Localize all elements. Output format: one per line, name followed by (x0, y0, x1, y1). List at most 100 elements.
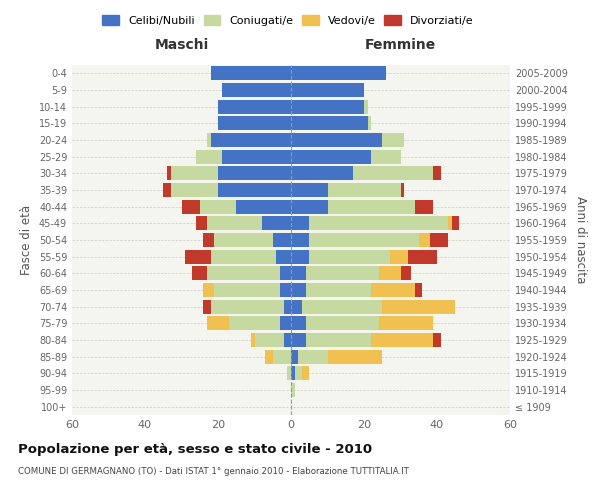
Bar (262, 216, 291, 230)
Bar (364, 100, 368, 114)
Bar (284, 300, 291, 314)
Bar (291, 233, 309, 247)
Bar (379, 266, 401, 280)
Bar (291, 166, 353, 180)
Bar (291, 366, 295, 380)
Bar (170, 183, 218, 197)
Bar (291, 66, 386, 80)
Bar (379, 316, 433, 330)
Bar (203, 283, 214, 297)
Bar (291, 333, 305, 347)
Bar (302, 300, 382, 314)
Bar (415, 283, 422, 297)
Bar (291, 150, 371, 164)
Bar (280, 316, 291, 330)
Bar (433, 166, 440, 180)
Bar (328, 183, 401, 197)
Bar (368, 116, 371, 130)
Bar (430, 233, 448, 247)
Bar (309, 216, 448, 230)
Bar (200, 200, 236, 214)
Bar (408, 250, 437, 264)
Bar (291, 383, 295, 397)
Bar (170, 166, 218, 180)
Bar (207, 133, 211, 147)
Bar (273, 233, 291, 247)
Bar (163, 183, 170, 197)
Bar (371, 150, 401, 164)
Bar (214, 283, 280, 297)
Bar (221, 150, 291, 164)
Bar (291, 350, 298, 364)
Bar (295, 366, 302, 380)
Bar (305, 283, 371, 297)
Bar (218, 166, 291, 180)
Bar (277, 250, 291, 264)
Bar (448, 216, 452, 230)
Bar (203, 300, 211, 314)
Bar (182, 200, 200, 214)
Text: Femmine: Femmine (365, 38, 436, 52)
Y-axis label: Anni di nascita: Anni di nascita (574, 196, 587, 284)
Bar (371, 333, 433, 347)
Text: Popolazione per età, sesso e stato civile - 2010: Popolazione per età, sesso e stato civil… (18, 442, 372, 456)
Bar (433, 333, 440, 347)
Bar (214, 233, 273, 247)
Bar (218, 100, 291, 114)
Bar (251, 333, 254, 347)
Legend: Celibi/Nubili, Coniugati/e, Vedovi/e, Divorziati/e: Celibi/Nubili, Coniugati/e, Vedovi/e, Di… (98, 10, 478, 30)
Text: Maschi: Maschi (154, 38, 209, 52)
Bar (207, 216, 262, 230)
Bar (185, 250, 211, 264)
Bar (211, 66, 291, 80)
Bar (328, 350, 382, 364)
Bar (291, 266, 305, 280)
Bar (218, 183, 291, 197)
Bar (291, 133, 382, 147)
Bar (291, 83, 364, 97)
Bar (298, 350, 328, 364)
Bar (305, 333, 371, 347)
Bar (291, 116, 368, 130)
Y-axis label: Fasce di età: Fasce di età (20, 205, 33, 275)
Bar (211, 250, 277, 264)
Bar (287, 366, 291, 380)
Bar (196, 150, 221, 164)
Bar (273, 350, 291, 364)
Bar (305, 316, 379, 330)
Bar (167, 166, 170, 180)
Bar (291, 100, 364, 114)
Bar (353, 166, 433, 180)
Bar (401, 183, 404, 197)
Bar (382, 300, 455, 314)
Bar (280, 266, 291, 280)
Bar (328, 200, 415, 214)
Bar (291, 216, 309, 230)
Bar (218, 116, 291, 130)
Bar (291, 250, 309, 264)
Bar (415, 200, 433, 214)
Bar (419, 233, 430, 247)
Bar (291, 200, 328, 214)
Bar (254, 333, 284, 347)
Text: COMUNE DI GERMAGNANO (TO) - Dati ISTAT 1° gennaio 2010 - Elaborazione TUTTITALIA: COMUNE DI GERMAGNANO (TO) - Dati ISTAT 1… (18, 468, 409, 476)
Bar (305, 266, 379, 280)
Bar (291, 300, 302, 314)
Bar (309, 250, 389, 264)
Bar (211, 133, 291, 147)
Bar (229, 316, 280, 330)
Bar (284, 333, 291, 347)
Bar (196, 216, 207, 230)
Bar (236, 200, 291, 214)
Bar (291, 316, 305, 330)
Bar (382, 133, 404, 147)
Bar (211, 300, 284, 314)
Bar (207, 316, 229, 330)
Bar (291, 283, 305, 297)
Bar (221, 83, 291, 97)
Bar (291, 183, 328, 197)
Bar (309, 233, 419, 247)
Bar (302, 366, 309, 380)
Bar (203, 233, 214, 247)
Bar (193, 266, 207, 280)
